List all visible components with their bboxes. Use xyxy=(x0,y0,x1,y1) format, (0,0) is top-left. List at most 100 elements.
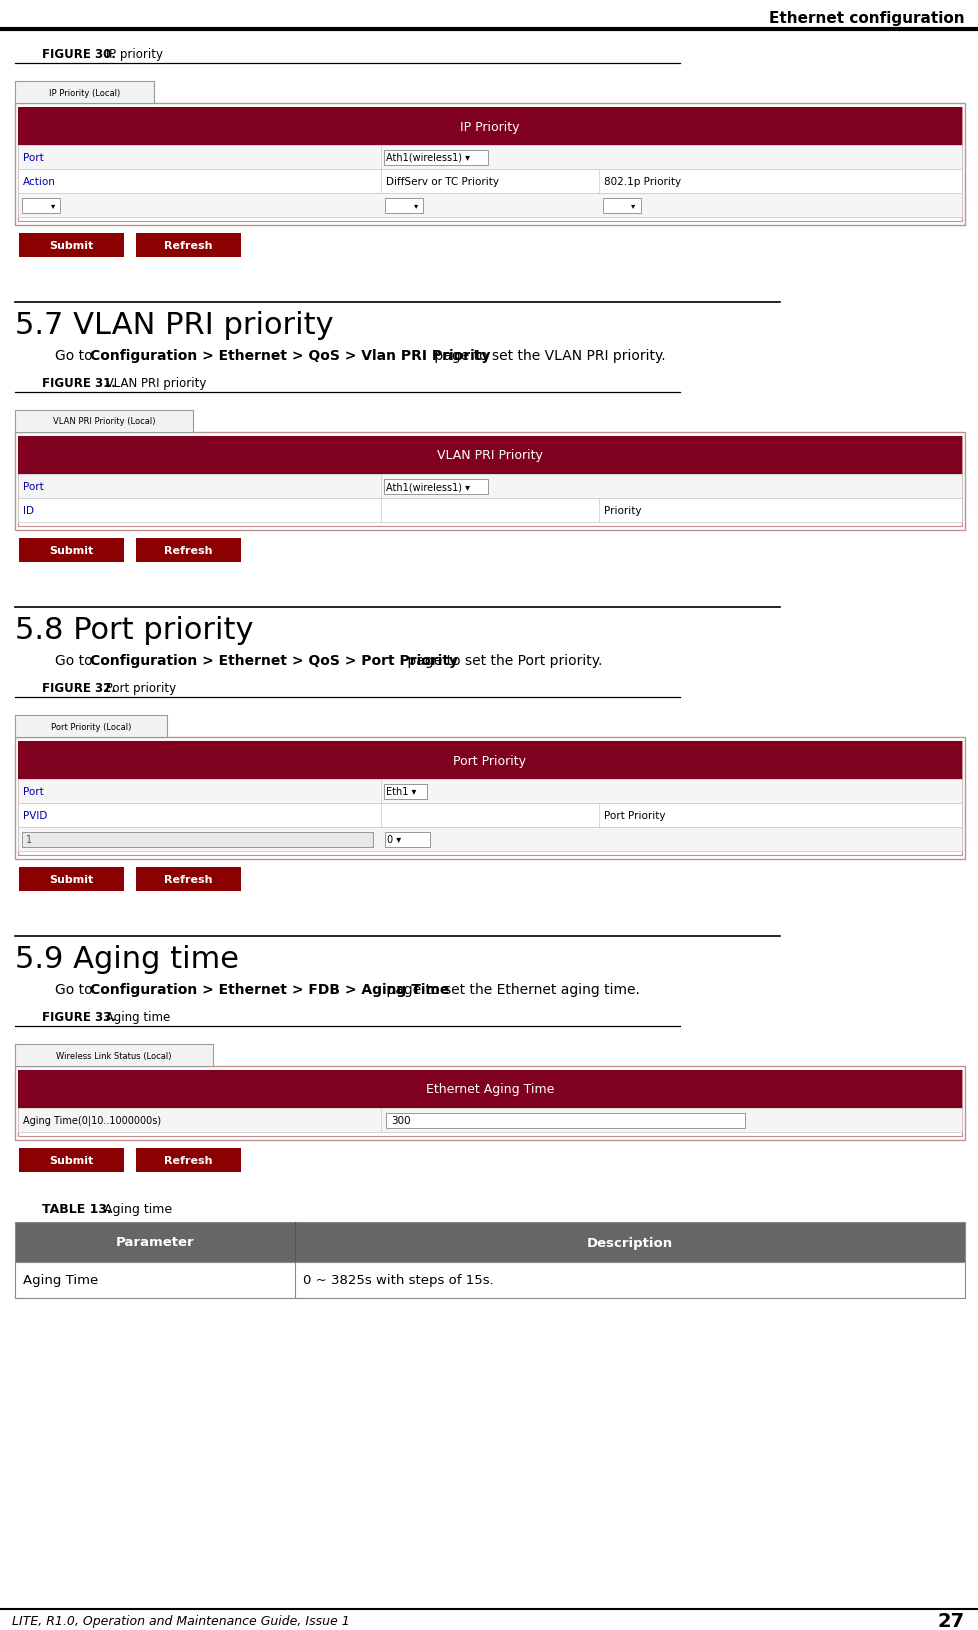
Text: 300: 300 xyxy=(391,1115,411,1125)
Text: Go to: Go to xyxy=(55,654,97,668)
Text: 5.9 Aging time: 5.9 Aging time xyxy=(15,944,239,973)
Text: Ethernet Aging Time: Ethernet Aging Time xyxy=(425,1082,554,1095)
FancyBboxPatch shape xyxy=(136,1148,241,1172)
Text: PVID: PVID xyxy=(22,810,47,820)
Text: Aging Time(0|10..1000000s): Aging Time(0|10..1000000s) xyxy=(22,1115,161,1126)
Text: Refresh: Refresh xyxy=(164,1156,212,1165)
Text: ▾: ▾ xyxy=(414,202,419,210)
Text: Submit: Submit xyxy=(49,546,94,556)
Text: Refresh: Refresh xyxy=(164,546,212,556)
Text: VLAN PRI Priority (Local): VLAN PRI Priority (Local) xyxy=(53,417,156,425)
FancyBboxPatch shape xyxy=(18,742,961,779)
Text: Port Priority: Port Priority xyxy=(603,810,664,820)
FancyBboxPatch shape xyxy=(18,437,961,474)
Text: VLAN PRI Priority: VLAN PRI Priority xyxy=(436,450,543,463)
Text: Refresh: Refresh xyxy=(164,241,212,251)
Text: Aging time: Aging time xyxy=(100,1203,171,1216)
FancyBboxPatch shape xyxy=(136,538,241,562)
FancyBboxPatch shape xyxy=(15,104,964,227)
Text: Configuration > Ethernet > QoS > Port Priority: Configuration > Ethernet > QoS > Port Pr… xyxy=(90,654,458,668)
FancyBboxPatch shape xyxy=(384,479,487,494)
Text: ▾: ▾ xyxy=(631,202,635,210)
FancyBboxPatch shape xyxy=(601,199,640,214)
Text: Parameter: Parameter xyxy=(115,1236,195,1249)
FancyBboxPatch shape xyxy=(18,1071,961,1136)
Text: Ath1(wireless1) ▾: Ath1(wireless1) ▾ xyxy=(386,482,470,492)
Text: TABLE 13.: TABLE 13. xyxy=(42,1203,111,1216)
Text: LITE, R1.0, Operation and Maintenance Guide, Issue 1: LITE, R1.0, Operation and Maintenance Gu… xyxy=(12,1614,349,1627)
FancyBboxPatch shape xyxy=(18,828,961,851)
FancyBboxPatch shape xyxy=(19,1148,124,1172)
Text: FIGURE 30.: FIGURE 30. xyxy=(42,47,115,60)
FancyBboxPatch shape xyxy=(18,779,961,804)
FancyBboxPatch shape xyxy=(18,804,961,828)
Text: 5.7 VLAN PRI priority: 5.7 VLAN PRI priority xyxy=(15,311,333,339)
Text: DiffServ or TC Priority: DiffServ or TC Priority xyxy=(386,178,499,187)
Text: Submit: Submit xyxy=(49,874,94,885)
FancyBboxPatch shape xyxy=(18,1108,961,1133)
FancyBboxPatch shape xyxy=(136,233,241,258)
Text: Eth1 ▾: Eth1 ▾ xyxy=(386,787,417,797)
FancyBboxPatch shape xyxy=(19,867,124,892)
FancyBboxPatch shape xyxy=(18,147,961,170)
FancyBboxPatch shape xyxy=(385,831,430,848)
Text: Description: Description xyxy=(587,1236,673,1249)
FancyBboxPatch shape xyxy=(22,831,373,848)
Text: Submit: Submit xyxy=(49,1156,94,1165)
Text: Go to: Go to xyxy=(55,983,97,996)
Text: 0 ▾: 0 ▾ xyxy=(387,835,401,844)
FancyBboxPatch shape xyxy=(384,784,427,799)
Text: page to set the Port priority.: page to set the Port priority. xyxy=(402,654,601,668)
FancyBboxPatch shape xyxy=(18,108,961,222)
FancyBboxPatch shape xyxy=(18,170,961,194)
FancyBboxPatch shape xyxy=(18,474,961,499)
FancyBboxPatch shape xyxy=(18,108,961,147)
FancyBboxPatch shape xyxy=(19,538,124,562)
Text: Ath1(wireless1) ▾: Ath1(wireless1) ▾ xyxy=(386,153,470,163)
FancyBboxPatch shape xyxy=(19,233,124,258)
FancyBboxPatch shape xyxy=(15,737,964,859)
Text: Priority: Priority xyxy=(603,505,641,515)
Text: Port: Port xyxy=(22,787,44,797)
FancyBboxPatch shape xyxy=(18,742,961,856)
Text: VLAN PRI priority: VLAN PRI priority xyxy=(102,377,206,390)
FancyBboxPatch shape xyxy=(136,867,241,892)
Text: ID: ID xyxy=(22,505,34,515)
Text: ▾: ▾ xyxy=(51,202,55,210)
Text: Action: Action xyxy=(22,178,56,187)
FancyBboxPatch shape xyxy=(15,716,167,737)
FancyBboxPatch shape xyxy=(18,437,961,526)
FancyBboxPatch shape xyxy=(18,1071,961,1108)
Text: FIGURE 32.: FIGURE 32. xyxy=(42,681,115,694)
FancyBboxPatch shape xyxy=(18,499,961,523)
FancyBboxPatch shape xyxy=(15,1262,964,1297)
Text: 802.1p Priority: 802.1p Priority xyxy=(603,178,680,187)
Text: Port: Port xyxy=(22,153,44,163)
Text: 27: 27 xyxy=(937,1612,964,1630)
Text: FIGURE 31.: FIGURE 31. xyxy=(42,377,115,390)
FancyBboxPatch shape xyxy=(386,1113,744,1128)
Text: Configuration > Ethernet > QoS > Vlan PRI Priority: Configuration > Ethernet > QoS > Vlan PR… xyxy=(90,349,490,363)
Text: Go to: Go to xyxy=(55,349,97,363)
Text: 5.8 Port priority: 5.8 Port priority xyxy=(15,616,253,644)
Text: Configuration > Ethernet > FDB > Aging Time: Configuration > Ethernet > FDB > Aging T… xyxy=(90,983,449,996)
FancyBboxPatch shape xyxy=(15,1222,964,1262)
Text: IP Priority: IP Priority xyxy=(460,121,519,134)
FancyBboxPatch shape xyxy=(15,1066,964,1141)
Text: Port Priority: Port Priority xyxy=(453,755,526,768)
Text: 0 ~ 3825s with steps of 15s.: 0 ~ 3825s with steps of 15s. xyxy=(303,1273,494,1286)
Text: Port Priority (Local): Port Priority (Local) xyxy=(51,722,131,730)
Text: Aging Time: Aging Time xyxy=(22,1273,98,1286)
Text: FIGURE 33.: FIGURE 33. xyxy=(42,1011,115,1024)
Text: IP Priority (Local): IP Priority (Local) xyxy=(49,88,120,98)
FancyBboxPatch shape xyxy=(385,199,423,214)
FancyBboxPatch shape xyxy=(384,150,487,165)
Text: Aging time: Aging time xyxy=(102,1011,170,1024)
FancyBboxPatch shape xyxy=(15,411,194,432)
FancyBboxPatch shape xyxy=(15,82,155,104)
Text: page to set the Ethernet aging time.: page to set the Ethernet aging time. xyxy=(381,983,640,996)
Text: Submit: Submit xyxy=(49,241,94,251)
FancyBboxPatch shape xyxy=(15,1045,213,1066)
Text: Port: Port xyxy=(22,482,44,492)
FancyBboxPatch shape xyxy=(22,199,60,214)
